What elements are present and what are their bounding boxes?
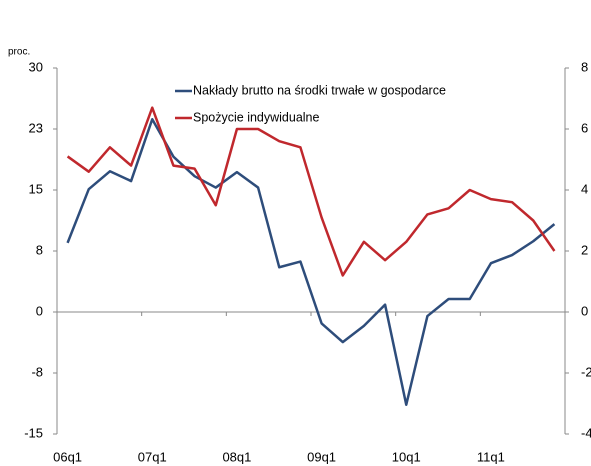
legend-label: Spożycie indywidualne [193, 110, 320, 124]
x-tick-label: 07q1 [138, 449, 167, 464]
y-tick-label: 8 [36, 242, 43, 257]
x-tick-label: 06q1 [53, 449, 82, 464]
y2-tick-label: 6 [581, 120, 588, 135]
y2-tick-label: -2 [581, 364, 591, 379]
y-tick-label: 30 [29, 59, 43, 74]
series-line [66, 117, 556, 406]
x-tick-label: 09q1 [307, 449, 336, 464]
y-tick-label: 23 [29, 120, 43, 135]
y-axis-label: proc. [8, 47, 30, 58]
x-tick-label: 10q1 [392, 449, 421, 464]
y2-tick-label: 2 [581, 242, 588, 257]
series-line [66, 106, 556, 277]
y-tick-label: -15 [24, 425, 43, 440]
y2-tick-label: -4 [581, 425, 591, 440]
y2-tick-label: 4 [581, 181, 588, 196]
y-tick-label: -8 [31, 364, 43, 379]
y-tick-label: 15 [29, 181, 43, 196]
x-tick-label: 08q1 [222, 449, 251, 464]
y2-tick-label: 0 [581, 303, 588, 318]
y-tick-label: 0 [36, 303, 43, 318]
y2-tick-label: 8 [581, 59, 588, 74]
legend-label: Nakłady brutto na środki trwałe w gospod… [193, 83, 446, 97]
x-tick-label: 11q1 [477, 449, 505, 464]
